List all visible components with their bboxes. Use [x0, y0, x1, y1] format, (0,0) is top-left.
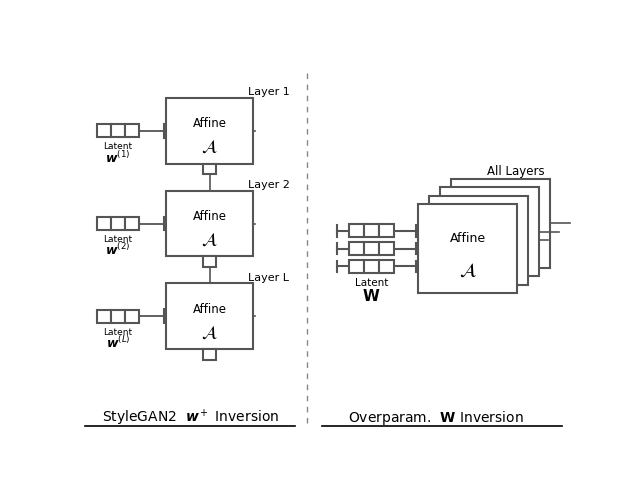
Bar: [349, 261, 364, 273]
Text: $\boldsymbol{w}^{(1)}$: $\boldsymbol{w}^{(1)}$: [105, 149, 131, 165]
Bar: [364, 243, 379, 256]
Text: Affine: Affine: [193, 117, 226, 130]
Text: Affine: Affine: [193, 302, 226, 315]
Text: StyleGAN2  $\boldsymbol{w}^+$ Inversion: StyleGAN2 $\boldsymbol{w}^+$ Inversion: [102, 407, 279, 427]
Bar: [167, 191, 253, 257]
Bar: [440, 188, 539, 277]
Bar: [419, 205, 517, 294]
Text: Overparam.  $\mathbf{W}$ Inversion: Overparam. $\mathbf{W}$ Inversion: [348, 408, 524, 426]
Bar: [167, 284, 253, 350]
Bar: [125, 310, 139, 323]
Bar: [203, 350, 216, 360]
Text: Latent: Latent: [103, 234, 133, 243]
Bar: [379, 261, 394, 273]
Bar: [203, 164, 216, 175]
Bar: [451, 179, 550, 268]
Bar: [125, 218, 139, 230]
Bar: [364, 261, 379, 273]
Bar: [429, 196, 528, 285]
Bar: [97, 125, 111, 138]
Text: Latent: Latent: [103, 327, 133, 336]
Bar: [97, 310, 111, 323]
Text: Affine: Affine: [450, 231, 486, 244]
Text: $\boldsymbol{w}^{(L)}$: $\boldsymbol{w}^{(L)}$: [106, 335, 130, 351]
Text: $\boldsymbol{w}^{(2)}$: $\boldsymbol{w}^{(2)}$: [105, 242, 131, 258]
Bar: [167, 99, 253, 164]
Bar: [379, 243, 394, 256]
Text: Layer 2: Layer 2: [248, 179, 290, 189]
Text: $\mathbf{W}$: $\mathbf{W}$: [362, 288, 381, 304]
Text: Latent: Latent: [355, 278, 388, 288]
Text: Layer 1: Layer 1: [248, 87, 290, 97]
Bar: [349, 243, 364, 256]
Text: $\mathcal{A}$: $\mathcal{A}$: [201, 230, 218, 248]
Bar: [111, 218, 125, 230]
Text: Layer L: Layer L: [248, 272, 290, 282]
Bar: [111, 310, 125, 323]
Text: $\mathcal{A}$: $\mathcal{A}$: [201, 138, 218, 155]
Bar: [125, 125, 139, 138]
Bar: [364, 225, 379, 238]
Text: $\mathcal{A}$: $\mathcal{A}$: [201, 323, 218, 341]
Text: Latent: Latent: [103, 142, 133, 151]
Bar: [349, 225, 364, 238]
Bar: [203, 257, 216, 268]
Bar: [111, 125, 125, 138]
Text: All Layers: All Layers: [487, 164, 544, 177]
Text: Affine: Affine: [193, 210, 226, 222]
Bar: [379, 225, 394, 238]
Bar: [97, 218, 111, 230]
Text: $\mathcal{A}$: $\mathcal{A}$: [459, 260, 477, 279]
